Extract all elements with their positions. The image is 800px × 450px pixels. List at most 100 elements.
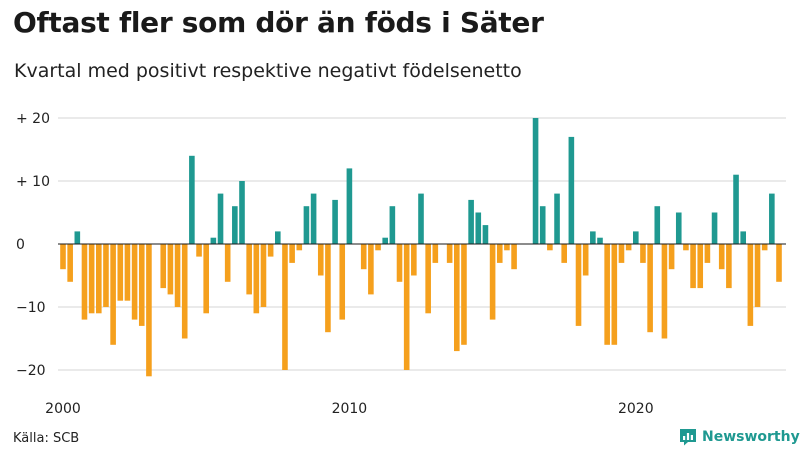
bar <box>496 244 503 263</box>
bar <box>246 244 252 295</box>
bar <box>203 244 209 314</box>
y-tick-label: 0 <box>16 237 25 253</box>
bar <box>117 244 124 301</box>
x-tick-label: 2000 <box>45 401 81 417</box>
bar <box>547 244 553 251</box>
bar <box>282 244 288 370</box>
bar <box>67 244 73 282</box>
bar <box>446 244 453 263</box>
bar <box>196 244 202 257</box>
bar <box>418 193 424 244</box>
x-tick-label: 2020 <box>618 401 654 417</box>
bar <box>210 237 217 244</box>
bar <box>718 244 725 270</box>
bar <box>611 244 618 345</box>
bar <box>81 244 88 320</box>
bar <box>726 244 732 289</box>
bar <box>303 206 310 244</box>
bar <box>575 244 582 326</box>
bar <box>239 181 245 244</box>
bar <box>232 206 238 244</box>
bar <box>224 244 231 282</box>
bar <box>733 174 739 244</box>
source-note: Källa: SCB <box>13 431 80 446</box>
bar <box>60 244 66 270</box>
bar <box>561 244 567 263</box>
bar <box>403 244 410 370</box>
x-tick-label: 2010 <box>332 401 368 417</box>
bar <box>468 199 474 244</box>
bar <box>640 244 646 263</box>
bar <box>267 244 274 257</box>
bar <box>332 199 338 244</box>
bar <box>747 244 754 326</box>
bar <box>504 244 510 251</box>
bar <box>740 231 746 244</box>
bar <box>668 244 675 270</box>
y-tick-label: + 20 <box>16 111 50 127</box>
bar <box>761 244 768 251</box>
bar <box>482 225 489 244</box>
bar <box>368 244 374 295</box>
bar <box>167 244 174 295</box>
bar <box>160 244 167 289</box>
bar <box>461 244 467 345</box>
bar-chart-speech-bubble-icon <box>680 429 696 446</box>
bar <box>325 244 331 333</box>
bar <box>475 212 482 244</box>
bar <box>360 244 367 270</box>
bar <box>582 244 589 276</box>
bar <box>454 244 460 352</box>
bar <box>590 231 596 244</box>
bar <box>289 244 295 263</box>
bar <box>382 237 388 244</box>
brand-name: Newsworthy <box>702 429 800 445</box>
bar <box>260 244 267 307</box>
bar <box>146 244 152 377</box>
bar <box>346 168 353 244</box>
bar <box>296 244 303 251</box>
bar <box>568 136 575 244</box>
chart-subtitle: Kvartal med positivt respektive negativt… <box>14 60 522 82</box>
y-tick-label: + 10 <box>16 174 50 190</box>
bar <box>217 193 224 244</box>
bar <box>375 244 381 251</box>
axes: + 20 + 10 0 −10 −20 2000 2010 2020 <box>16 111 786 417</box>
bar <box>425 244 431 314</box>
bar <box>389 206 396 244</box>
bar <box>96 244 102 314</box>
bar <box>124 244 131 301</box>
bar <box>647 244 653 333</box>
bar <box>317 244 324 276</box>
bar <box>181 244 188 339</box>
bar <box>704 244 711 263</box>
bar <box>411 244 417 276</box>
bar <box>683 244 689 251</box>
bar <box>131 244 138 320</box>
bar <box>189 155 195 244</box>
bar <box>110 244 116 345</box>
bar <box>511 244 517 270</box>
bar <box>138 244 145 326</box>
bar-chart: + 20 + 10 0 −10 −20 2000 2010 2020 <box>16 111 786 417</box>
brand-logo[interactable]: Newsworthy <box>679 427 800 447</box>
bar <box>654 206 661 244</box>
bar <box>597 237 603 244</box>
bar <box>633 231 639 244</box>
bar <box>625 244 632 251</box>
bar <box>275 231 281 244</box>
y-tick-label: −10 <box>16 300 46 316</box>
bar <box>432 244 439 263</box>
bar <box>310 193 317 244</box>
bar <box>88 244 95 314</box>
bar <box>661 244 668 339</box>
bar <box>711 212 718 244</box>
bar <box>697 244 704 289</box>
bar <box>754 244 761 307</box>
bar <box>489 244 496 320</box>
bar <box>532 118 539 244</box>
bar <box>339 244 346 320</box>
bar <box>690 244 696 289</box>
bar <box>396 244 403 282</box>
bar <box>618 244 625 263</box>
